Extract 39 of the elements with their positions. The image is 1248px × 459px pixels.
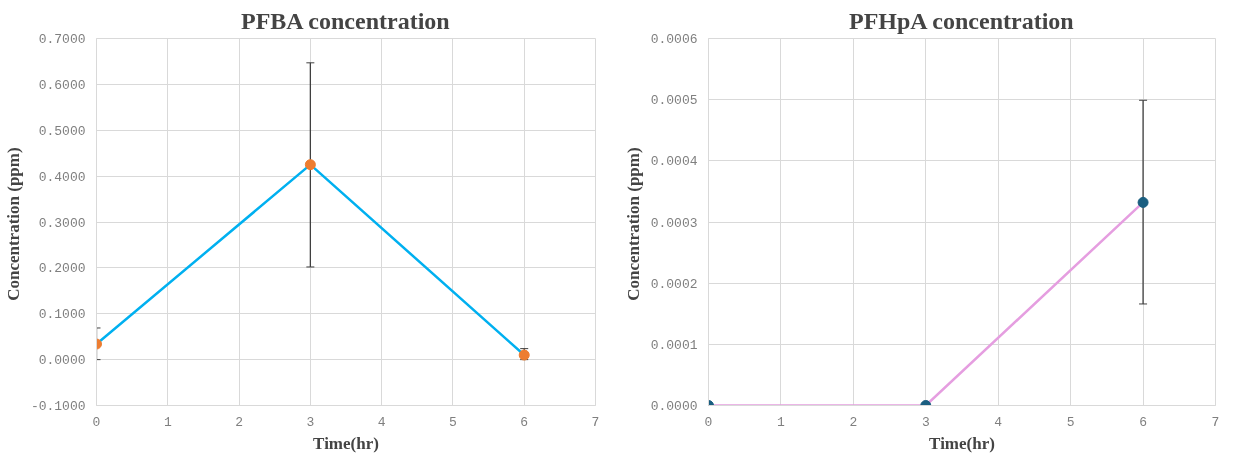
x-tick-label: 3 <box>921 414 930 430</box>
y-tick-label: 0.7000 <box>38 32 86 47</box>
y-tick-label: 0.0004 <box>650 154 698 170</box>
y-tick-label: 0.3000 <box>38 215 86 231</box>
y-tick-label: -0.1000 <box>30 399 86 414</box>
x-tick-label: 2 <box>849 414 858 430</box>
y-tick-label: 0.0003 <box>650 215 698 231</box>
y-tick-label: 0.0001 <box>650 337 698 353</box>
x-tick-label: 3 <box>306 414 315 430</box>
x-tick-label: 6 <box>520 414 529 430</box>
x-tick-label: 4 <box>994 414 1003 430</box>
x-axis-title: Time(hr) <box>929 433 995 453</box>
x-tick-label: 7 <box>1211 414 1220 430</box>
y-tick-label: 0.2000 <box>38 261 86 277</box>
y-tick-label: 0.0000 <box>650 399 698 414</box>
y-tick-label: 0.0005 <box>650 93 698 109</box>
chart-title: PFHpA concentration <box>849 7 1074 34</box>
y-tick-label: 0.4000 <box>38 169 86 185</box>
y-tick-label: 0.0006 <box>650 32 698 47</box>
x-tick-label: 4 <box>377 414 386 430</box>
x-axis-title: Time(hr) <box>313 433 379 453</box>
x-tick-label: 0 <box>92 414 101 430</box>
x-tick-label: 6 <box>1139 414 1147 430</box>
y-tick-label: 0.0000 <box>38 353 86 369</box>
x-tick-label: 2 <box>235 414 243 430</box>
y-tick-label: 0.5000 <box>38 123 86 139</box>
x-tick-label: 5 <box>449 414 457 430</box>
y-axis-title: Concentration (ppm) <box>623 147 643 301</box>
chart-title: PFBA concentration <box>241 7 450 34</box>
y-tick-label: 0.6000 <box>38 77 86 93</box>
x-tick-label: 1 <box>777 414 786 430</box>
y-axis-title: Concentration (ppm) <box>3 147 23 301</box>
x-tick-label: 1 <box>163 414 172 430</box>
y-tick-label: 0.0002 <box>650 276 698 292</box>
x-tick-label: 5 <box>1066 414 1075 430</box>
y-tick-label: 0.1000 <box>38 307 86 323</box>
x-tick-label: 0 <box>704 414 713 430</box>
x-tick-label: 7 <box>591 414 600 430</box>
point <box>304 159 316 171</box>
